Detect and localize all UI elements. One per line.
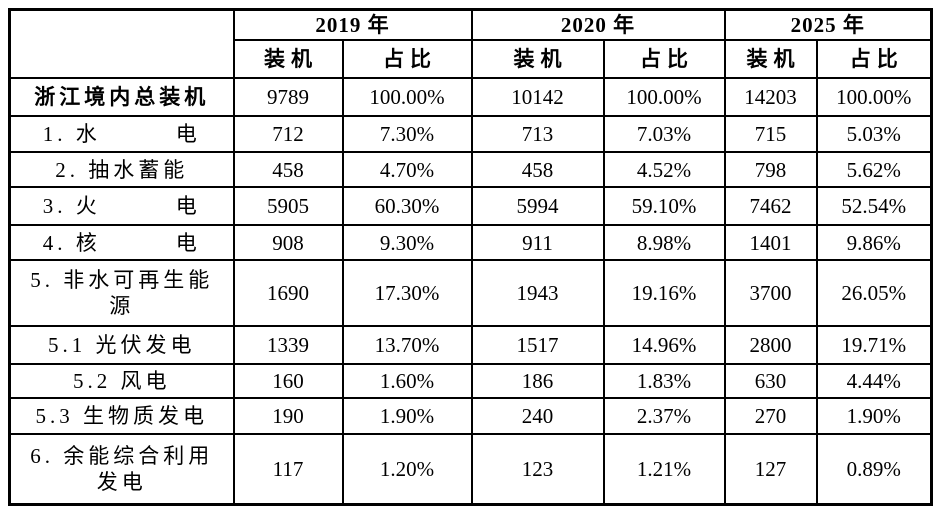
- table-row-non-hydro-renewables: 5. 非水可再生能 源 1690 17.30% 1943 19.16% 3700…: [8, 259, 933, 328]
- cell-share-2025: 9.86%: [815, 224, 933, 262]
- col-header-share-2025: 占比: [815, 39, 933, 80]
- corner-cell: [8, 8, 235, 80]
- year-header-2019: 2019 年: [232, 8, 473, 42]
- cell-share-2019: 17.30%: [341, 259, 473, 328]
- cell-installed-2019: 458: [232, 151, 344, 189]
- cell-share-2025: 5.03%: [815, 115, 933, 154]
- row-label: 5. 非水可再生能 源: [8, 259, 235, 328]
- table-row-nuclear: 4. 核 电 908 9.30% 911 8.98% 1401 9.86%: [8, 224, 933, 262]
- cell-installed-2019: 9789: [232, 77, 344, 118]
- cell-installed-2025: 14203: [723, 77, 818, 118]
- cell-installed-2019: 117: [232, 433, 344, 506]
- cell-installed-2020: 1943: [470, 259, 605, 328]
- cell-share-2020: 14.96%: [602, 325, 726, 366]
- cell-share-2019: 9.30%: [341, 224, 473, 262]
- cell-installed-2025: 630: [723, 363, 818, 400]
- year-header-2025: 2025 年: [723, 8, 933, 42]
- table-row-solar: 5.1 光伏发电 1339 13.70% 1517 14.96% 2800 19…: [8, 325, 933, 366]
- cell-installed-2020: 186: [470, 363, 605, 400]
- year-header-2020: 2020 年: [470, 8, 726, 42]
- col-header-share-2020: 占比: [602, 39, 726, 80]
- cell-installed-2019: 1339: [232, 325, 344, 366]
- year-header-row: 2019 年 2020 年 2025 年: [8, 8, 933, 80]
- cell-installed-2020: 1517: [470, 325, 605, 366]
- sub-header-row: 装机 占比 装机 占比 装机 占比: [10, 39, 933, 80]
- cell-installed-2019: 1690: [232, 259, 344, 328]
- cell-share-2025: 52.54%: [815, 186, 933, 227]
- cell-share-2025: 5.62%: [815, 151, 933, 189]
- cell-share-2019: 13.70%: [341, 325, 473, 366]
- cell-share-2019: 100.00%: [341, 77, 473, 118]
- cell-share-2025: 19.71%: [815, 325, 933, 366]
- cell-installed-2019: 5905: [232, 186, 344, 227]
- cell-share-2019: 60.30%: [341, 186, 473, 227]
- capacity-table: 2019 年 2020 年 2025 年 装机 占比 装机 占比 装机 占比 浙…: [8, 8, 933, 506]
- row-label: 4. 核 电: [8, 224, 235, 262]
- cell-installed-2020: 10142: [470, 77, 605, 118]
- cell-installed-2019: 712: [232, 115, 344, 154]
- table-row-hydro: 1. 水 电 712 7.30% 713 7.03% 715 5.03%: [8, 115, 933, 154]
- cell-installed-2020: 240: [470, 397, 605, 436]
- row-label: 6. 余能综合利用 发电: [8, 433, 235, 506]
- cell-share-2025: 100.00%: [815, 77, 933, 118]
- cell-share-2025: 26.05%: [815, 259, 933, 328]
- cell-installed-2025: 127: [723, 433, 818, 506]
- row-label: 5.1 光伏发电: [8, 325, 235, 366]
- cell-installed-2025: 7462: [723, 186, 818, 227]
- cell-installed-2019: 908: [232, 224, 344, 262]
- cell-installed-2020: 123: [470, 433, 605, 506]
- col-header-installed-2025: 装机: [723, 39, 818, 80]
- cell-share-2020: 8.98%: [602, 224, 726, 262]
- cell-share-2019: 4.70%: [341, 151, 473, 189]
- cell-share-2020: 59.10%: [602, 186, 726, 227]
- cell-installed-2025: 1401: [723, 224, 818, 262]
- cell-share-2019: 1.60%: [341, 363, 473, 400]
- col-header-share-2019: 占比: [341, 39, 473, 80]
- cell-installed-2025: 798: [723, 151, 818, 189]
- cell-share-2025: 0.89%: [815, 433, 933, 506]
- cell-share-2020: 1.21%: [602, 433, 726, 506]
- cell-installed-2025: 715: [723, 115, 818, 154]
- table-row-wind: 5.2 风电 160 1.60% 186 1.83% 630 4.44%: [8, 363, 933, 400]
- table-row-thermal: 3. 火 电 5905 60.30% 5994 59.10% 7462 52.5…: [8, 186, 933, 227]
- cell-share-2019: 1.90%: [341, 397, 473, 436]
- row-label: 3. 火 电: [8, 186, 235, 227]
- cell-share-2020: 2.37%: [602, 397, 726, 436]
- table-row-pumped-storage: 2. 抽水蓄能 458 4.70% 458 4.52% 798 5.62%: [8, 151, 933, 189]
- row-label: 2. 抽水蓄能: [8, 151, 235, 189]
- row-label: 1. 水 电: [8, 115, 235, 154]
- table-row-waste-energy: 6. 余能综合利用 发电 117 1.20% 123 1.21% 127 0.8…: [8, 433, 933, 506]
- cell-installed-2020: 911: [470, 224, 605, 262]
- cell-installed-2020: 713: [470, 115, 605, 154]
- cell-share-2020: 19.16%: [602, 259, 726, 328]
- cell-share-2020: 100.00%: [602, 77, 726, 118]
- row-label: 浙江境内总装机: [8, 77, 235, 118]
- cell-share-2019: 7.30%: [341, 115, 473, 154]
- cell-share-2025: 1.90%: [815, 397, 933, 436]
- cell-installed-2020: 5994: [470, 186, 605, 227]
- cell-share-2019: 1.20%: [341, 433, 473, 506]
- table-row-biomass: 5.3 生物质发电 190 1.90% 240 2.37% 270 1.90%: [8, 397, 933, 436]
- row-label: 5.3 生物质发电: [8, 397, 235, 436]
- row-label: 5.2 风电: [8, 363, 235, 400]
- table-row-total: 浙江境内总装机 9789 100.00% 10142 100.00% 14203…: [8, 77, 933, 118]
- cell-share-2020: 4.52%: [602, 151, 726, 189]
- cell-share-2025: 4.44%: [815, 363, 933, 400]
- cell-installed-2025: 2800: [723, 325, 818, 366]
- cell-installed-2019: 160: [232, 363, 344, 400]
- cell-installed-2025: 3700: [723, 259, 818, 328]
- col-header-installed-2019: 装机: [232, 39, 344, 80]
- cell-share-2020: 1.83%: [602, 363, 726, 400]
- cell-share-2020: 7.03%: [602, 115, 726, 154]
- cell-installed-2025: 270: [723, 397, 818, 436]
- col-header-installed-2020: 装机: [470, 39, 605, 80]
- cell-installed-2020: 458: [470, 151, 605, 189]
- cell-installed-2019: 190: [232, 397, 344, 436]
